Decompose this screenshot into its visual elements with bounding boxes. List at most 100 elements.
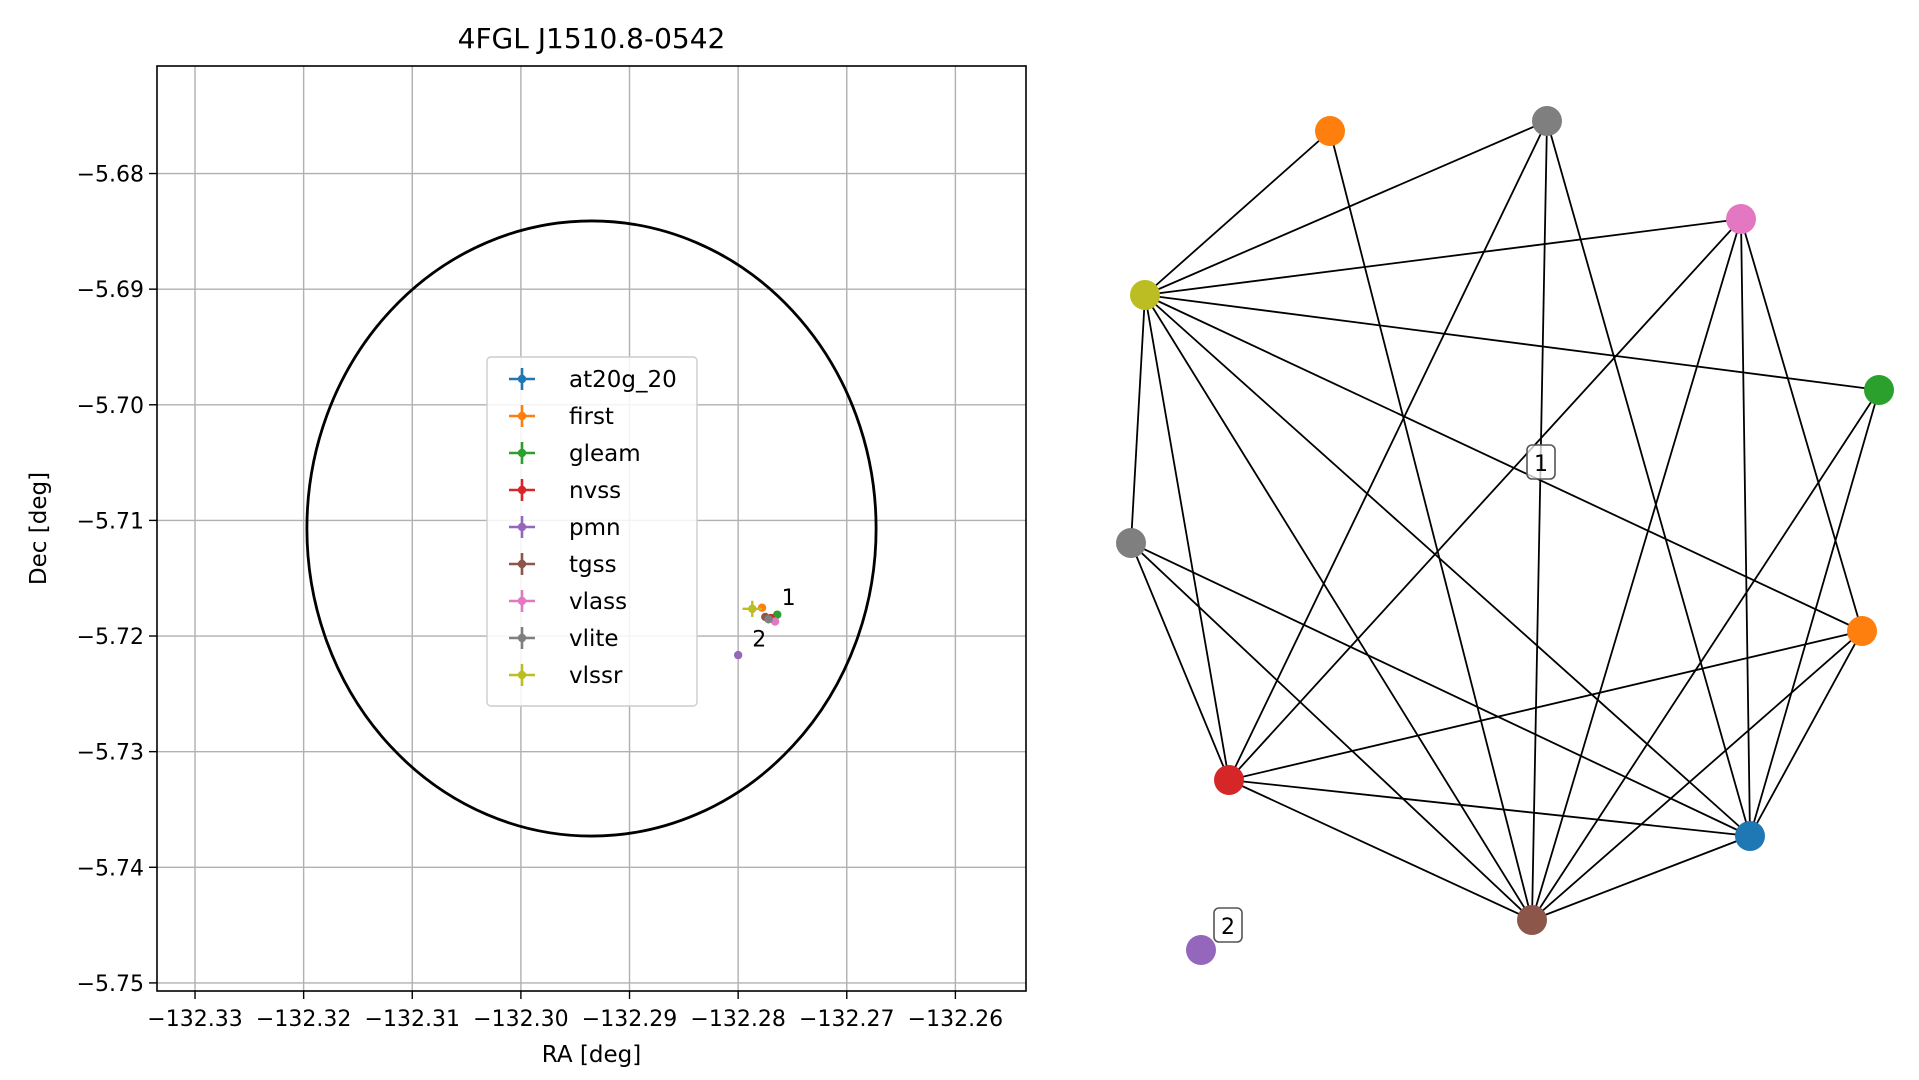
y-tick-label: −5.72 <box>77 625 144 650</box>
component-label-text: 2 <box>1221 915 1235 940</box>
legend-entry-vlite: vlite <box>509 626 619 652</box>
y-ticks: −5.68 −5.69 −5.70 −5.71 −5.72 −5.73 −5.74 −5.75 <box>77 163 157 997</box>
chart-title: 4FGL J1510.8-0542 <box>458 22 726 55</box>
legend-entry-pmn: pmn <box>509 515 621 541</box>
edge-vlssr-vlass <box>1144 218 1742 296</box>
point-vlass <box>770 617 780 626</box>
point-annotation: 1 <box>782 586 796 611</box>
legend-marker-dot <box>517 411 527 421</box>
legend-marker-dot <box>517 374 527 384</box>
network-edges <box>1130 120 1880 921</box>
x-axis-label: RA [deg] <box>542 1042 641 1068</box>
edge-vlite-tgss <box>1531 120 1548 921</box>
legend-entry-tgss: tgss <box>509 552 617 578</box>
y-tick-label: −5.74 <box>77 856 144 881</box>
x-tick-label: −132.29 <box>582 1007 677 1032</box>
edge-vlssr-at20g_20 <box>1144 294 1751 837</box>
edge-vlite-2-at20g_20 <box>1130 542 1751 837</box>
legend-entry-gleam: gleam <box>509 441 641 467</box>
node-vlite <box>1532 106 1562 136</box>
edge-first-2-at20g_20 <box>1749 630 1863 837</box>
plot-frame <box>156 65 1027 992</box>
component-label-text: 1 <box>1534 452 1548 477</box>
y-tick-label: −5.71 <box>77 509 144 534</box>
edge-vlass-tgss <box>1531 218 1742 921</box>
node-tgss <box>1517 905 1547 935</box>
node-first-2 <box>1847 616 1877 646</box>
edge-vlssr-gleam <box>1144 294 1880 391</box>
x-tick-label: −132.28 <box>690 1007 785 1032</box>
legend-marker-dot <box>517 596 527 606</box>
y-tick-label: −5.69 <box>77 278 144 303</box>
y-tick-label: −5.68 <box>77 163 144 188</box>
legend-label: vlass <box>569 589 627 615</box>
component-label-2: 2 <box>1213 907 1243 943</box>
edge-first-2-nvss <box>1228 630 1863 781</box>
node-pmn <box>1186 935 1216 965</box>
x-tick-label: −132.32 <box>256 1007 351 1032</box>
edge-gleam-at20g_20 <box>1749 389 1880 837</box>
edge-tgss-nvss <box>1228 779 1533 921</box>
point-vlite <box>764 615 773 624</box>
legend-label: pmn <box>569 515 621 541</box>
point-gleam <box>773 610 782 619</box>
edge-vlssr-vlite-2 <box>1130 294 1146 544</box>
x-tick-label: −132.26 <box>908 1007 1003 1032</box>
node-gleam <box>1864 375 1894 405</box>
edge-vlite-nvss <box>1228 120 1548 781</box>
network-component-labels: 12 <box>1213 444 1556 943</box>
component-label-box <box>1526 444 1556 480</box>
legend-marker-dot <box>517 559 527 569</box>
edge-vlssr-first <box>1144 130 1331 296</box>
component-label-box <box>1213 907 1243 943</box>
edge-first-tgss <box>1329 130 1533 921</box>
edge-vlssr-vlite <box>1144 120 1548 296</box>
sky-position-plot: 12 −132.33 −132.32 −132.31 −132.30 −132.29 −1… <box>26 22 1027 1068</box>
x-tick-label: −132.33 <box>147 1007 242 1032</box>
legend-label: tgss <box>569 552 617 578</box>
y-tick-label: −5.75 <box>77 972 144 997</box>
x-tick-label: −132.31 <box>365 1007 460 1032</box>
point-vlssr <box>748 604 757 614</box>
node-first <box>1315 116 1345 146</box>
legend-label: at20g_20 <box>569 367 677 393</box>
localization-ellipse-layer <box>305 219 878 838</box>
legend-marker-dot <box>517 448 527 458</box>
edge-vlite-at20g_20 <box>1546 120 1751 837</box>
edge-vlssr-tgss <box>1144 294 1533 921</box>
network-nodes <box>1116 106 1894 965</box>
source-points-layer <box>733 600 782 660</box>
legend-label: gleam <box>569 441 641 467</box>
node-nvss <box>1214 765 1244 795</box>
edge-at20g_20-tgss <box>1531 835 1751 921</box>
legend-label: first <box>569 404 614 430</box>
legend-entry-first: first <box>509 404 614 430</box>
legend-marker-dot <box>517 485 527 495</box>
edge-at20g_20-nvss <box>1228 779 1751 837</box>
y-tick-label: −5.73 <box>77 741 144 766</box>
component-label-1: 1 <box>1526 444 1556 480</box>
node-vlite-2 <box>1116 528 1146 558</box>
edge-vlass-first-2 <box>1740 218 1863 632</box>
node-at20g_20 <box>1735 821 1765 851</box>
legend-label: nvss <box>569 478 621 504</box>
legend-box <box>486 356 698 707</box>
node-vlssr <box>1130 280 1160 310</box>
legend-marker-dot <box>517 633 527 643</box>
edge-first-2-tgss <box>1531 630 1863 921</box>
edge-vlite-2-nvss <box>1130 542 1230 781</box>
legend-entry-nvss: nvss <box>509 478 621 504</box>
legend-entry-vlssr: vlssr <box>509 663 623 689</box>
edge-gleam-tgss <box>1531 389 1880 921</box>
x-tick-label: −132.30 <box>473 1007 568 1032</box>
legend-entry-vlass: vlass <box>509 589 627 615</box>
legend-marker-dot <box>517 522 527 532</box>
legend-label: vlite <box>569 626 619 652</box>
edge-vlite-2-tgss <box>1130 542 1533 921</box>
association-network-graph: 12 <box>1116 106 1894 965</box>
edge-vlass-nvss <box>1228 218 1742 781</box>
edge-vlssr-first-2 <box>1144 294 1863 632</box>
x-ticks: −132.33 −132.32 −132.31 −132.30 −132.29 −132.… <box>147 991 1003 1032</box>
